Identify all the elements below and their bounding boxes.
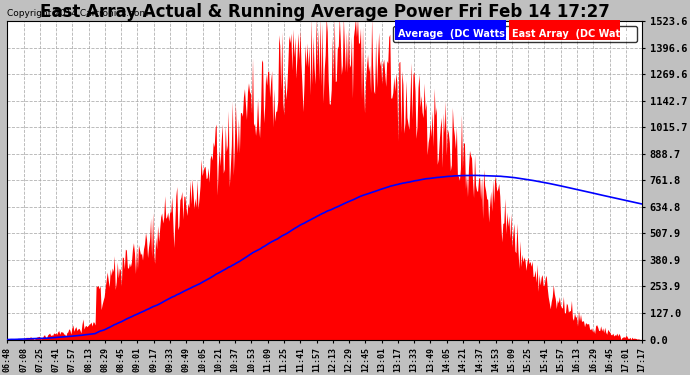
Text: Copyright 2014 Cartronics.com: Copyright 2014 Cartronics.com [8,9,148,18]
Legend: Average  (DC Watts), East Array  (DC Watts): Average (DC Watts), East Array (DC Watts… [393,26,638,42]
Title: East Array Actual & Running Average Power Fri Feb 14 17:27: East Array Actual & Running Average Powe… [40,3,610,21]
